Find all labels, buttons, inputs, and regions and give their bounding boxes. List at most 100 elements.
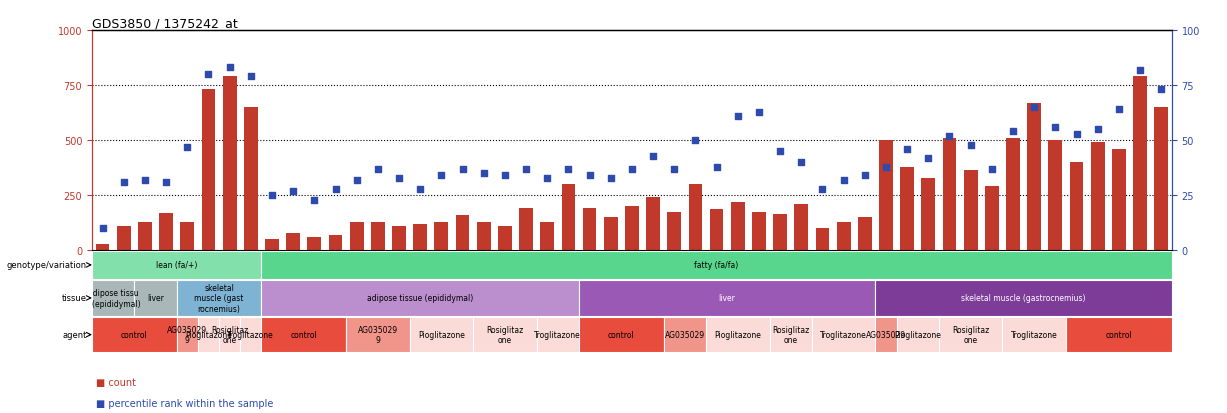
Bar (371, 222, 385, 251)
Point (240, 74, 260, 81)
Bar (583, 209, 596, 251)
Bar (434, 222, 448, 251)
Text: genotype/variation: genotype/variation (6, 261, 87, 270)
Text: Rosiglitaz
one: Rosiglitaz one (486, 325, 524, 344)
Point (940, 133, 960, 140)
Text: Pioglitazone: Pioglitazone (894, 330, 941, 339)
Point (432, 173, 452, 179)
Text: AG035029
9: AG035029 9 (167, 325, 207, 344)
Bar (286, 233, 301, 251)
Bar (1006, 139, 1020, 251)
Bar (92, 281, 135, 316)
Text: Troglitazone: Troglitazone (1011, 330, 1058, 339)
Bar (117, 226, 130, 251)
Point (771, 148, 790, 155)
Bar (875, 281, 1172, 316)
Bar (474, 317, 536, 352)
Point (707, 164, 726, 171)
Text: fatty (fa/fa): fatty (fa/fa) (694, 261, 739, 270)
Text: liver: liver (719, 294, 736, 303)
Point (517, 166, 536, 173)
Point (347, 177, 367, 184)
Point (855, 173, 875, 179)
Bar (963, 171, 978, 251)
Point (601, 175, 621, 181)
Point (791, 159, 811, 166)
Point (622, 166, 642, 173)
Bar (201, 90, 216, 251)
Bar (410, 317, 474, 352)
Point (1045, 124, 1065, 131)
Text: Rosiglitaz
one: Rosiglitaz one (211, 325, 248, 344)
Text: adipose tissu
e (epididymal): adipose tissu e (epididymal) (86, 289, 141, 308)
Bar (837, 222, 850, 251)
Bar (536, 317, 579, 352)
Point (537, 175, 557, 181)
Point (686, 138, 706, 144)
Bar (688, 185, 702, 251)
Bar (858, 218, 871, 251)
Point (178, 144, 198, 151)
Text: AG035029: AG035029 (665, 330, 704, 339)
Text: liver: liver (147, 294, 164, 303)
Bar (875, 317, 897, 352)
Point (919, 155, 939, 161)
Point (283, 188, 303, 195)
Bar (177, 317, 198, 352)
Bar (308, 237, 321, 251)
Point (1025, 104, 1044, 111)
Text: AG035029
9: AG035029 9 (358, 325, 398, 344)
Bar (240, 317, 261, 352)
Point (93, 225, 113, 232)
Bar (942, 139, 956, 251)
Bar (135, 281, 177, 316)
Bar (706, 317, 769, 352)
Text: AG035029: AG035029 (866, 330, 906, 339)
Point (897, 146, 917, 153)
Text: Rosiglitaz
one: Rosiglitaz one (952, 325, 989, 344)
Bar (498, 226, 512, 251)
Bar (1002, 317, 1066, 352)
Bar (1070, 163, 1083, 251)
Bar (625, 206, 639, 251)
Point (558, 166, 578, 173)
Text: ■ count: ■ count (96, 377, 136, 387)
Text: agent: agent (63, 330, 87, 339)
Bar (540, 222, 555, 251)
Text: skeletal
muscle (gast
rocnemius): skeletal muscle (gast rocnemius) (194, 283, 244, 313)
Bar (579, 281, 875, 316)
Text: control: control (1106, 330, 1133, 339)
Point (982, 166, 1001, 173)
Point (812, 186, 832, 192)
Text: Pioglitazone: Pioglitazone (185, 330, 232, 339)
Bar (667, 212, 681, 251)
Bar (223, 77, 237, 251)
Point (1109, 107, 1129, 113)
Bar (92, 251, 261, 279)
Point (1066, 131, 1086, 138)
Bar (346, 317, 410, 352)
Point (876, 164, 896, 171)
Bar (1091, 143, 1104, 251)
Bar (261, 251, 1172, 279)
Text: adipose tissue (epididymal): adipose tissue (epididymal) (367, 294, 474, 303)
Text: Troglitazone: Troglitazone (820, 330, 867, 339)
Point (665, 166, 685, 173)
Text: Pioglitazone: Pioglitazone (714, 330, 761, 339)
Bar (177, 281, 261, 316)
Bar (1066, 317, 1172, 352)
Point (263, 192, 282, 199)
Point (389, 175, 409, 181)
Bar (92, 317, 177, 352)
Bar (1112, 150, 1125, 251)
Bar (477, 222, 491, 251)
Point (453, 166, 472, 173)
Point (643, 153, 663, 159)
Bar (816, 229, 829, 251)
Point (1151, 87, 1171, 94)
Point (156, 179, 175, 186)
Bar (985, 187, 999, 251)
Point (135, 177, 155, 184)
Text: Troglitazone: Troglitazone (535, 330, 582, 339)
Point (474, 171, 493, 177)
